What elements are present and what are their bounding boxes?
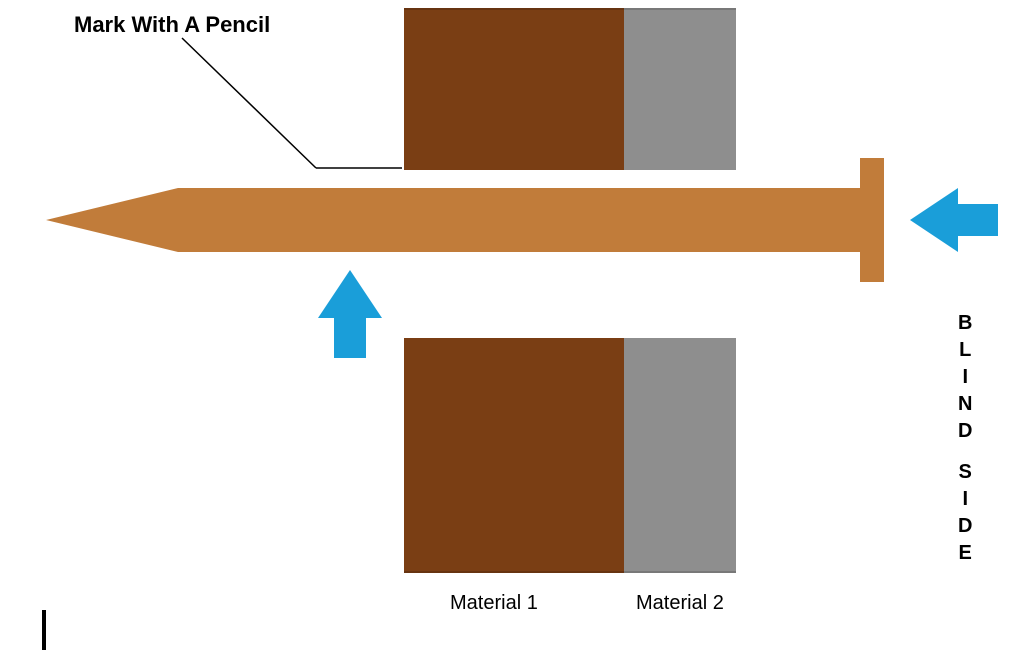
blind-side-label: BLINDSIDE [958,310,974,567]
tick-mark [42,610,46,650]
mark-pencil-label: Mark With A Pencil [74,12,270,38]
pencil-cap [860,158,884,282]
material1-label: Material 1 [450,592,538,615]
material2-block-top [624,8,736,170]
material2-block-bottom [624,338,736,573]
material1-block-bottom [404,338,624,573]
material1-block-top [404,8,624,170]
material2-label: Material 2 [636,592,724,615]
pencil-shaft [178,188,860,252]
